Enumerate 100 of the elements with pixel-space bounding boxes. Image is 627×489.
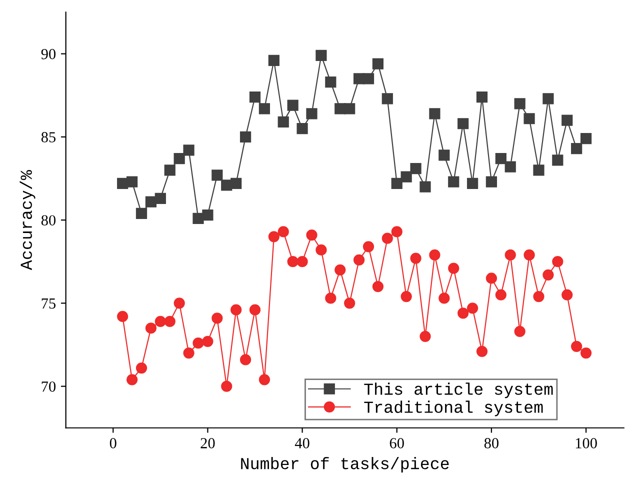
point [278,116,289,128]
point [344,298,356,309]
point [316,50,327,62]
point [504,161,516,172]
y-tick-label: 75 [42,298,56,309]
legend-label: This article system [364,382,553,398]
point [524,113,535,124]
point [240,354,252,366]
point [438,292,450,304]
point [458,118,469,130]
point [504,249,516,261]
point [287,256,298,268]
x-tick-label: 100 [576,438,597,448]
point [524,249,535,261]
point [448,176,460,188]
x-tick-label: 80 [484,438,499,448]
point [372,58,384,70]
legend-label: Traditional system [364,400,543,416]
point [306,108,318,120]
point [420,181,431,192]
y-tick-label: 80 [41,215,56,226]
point [126,176,138,188]
point [306,229,318,241]
point [344,103,356,114]
point [429,108,440,120]
point [126,374,138,386]
point [230,178,242,190]
point [202,210,214,221]
y-axis-title: Accuracy/% [20,170,36,270]
point [400,290,412,302]
point [258,103,270,114]
point [533,290,544,302]
point [325,292,336,304]
point [296,123,308,134]
point [542,269,554,280]
point [353,73,365,84]
point [391,226,402,238]
point [240,131,252,142]
y-tick-label: 70 [42,381,56,392]
point [362,241,374,252]
point [183,144,194,156]
point [571,340,582,352]
point [514,326,526,337]
point [316,244,327,256]
point [212,312,223,324]
point [476,346,488,357]
point [552,256,564,268]
point [552,154,564,166]
point [221,380,232,392]
point [183,348,194,359]
point [353,254,365,266]
point [258,374,270,386]
point [562,289,573,300]
point [212,170,223,181]
point [334,264,346,276]
point [495,152,506,164]
point [562,114,573,126]
point [486,176,498,188]
point [458,308,469,319]
point [495,289,506,300]
point [145,196,157,208]
x-tick-label: 0 [110,438,116,448]
point [154,192,166,204]
point [249,91,261,103]
point [410,162,422,174]
y-tick-label: 90 [41,48,56,60]
point [391,178,402,190]
point [362,73,374,84]
point [466,302,478,314]
point [154,316,166,328]
x-axis-title: Number of tasks/piece [241,457,449,473]
point [400,171,412,182]
point [382,232,393,244]
point [410,252,422,264]
point [268,54,280,66]
point [192,338,204,349]
point [117,310,128,322]
point [382,93,393,104]
x-tick-label: 20 [200,438,215,448]
point [278,226,289,238]
point [580,133,592,144]
point [571,143,582,154]
point [164,164,176,176]
point [249,304,261,316]
y-tick-label: 85 [41,132,56,142]
point [325,76,336,88]
point [533,164,544,176]
point [145,322,157,334]
point [429,249,440,261]
point [514,98,526,110]
point [268,231,280,242]
point [542,93,554,104]
point [420,330,431,342]
point [164,316,176,328]
point [438,150,450,161]
point [486,272,498,284]
point [192,212,204,224]
point [296,256,308,268]
x-tick-label: 40 [294,438,310,448]
point [174,298,185,309]
